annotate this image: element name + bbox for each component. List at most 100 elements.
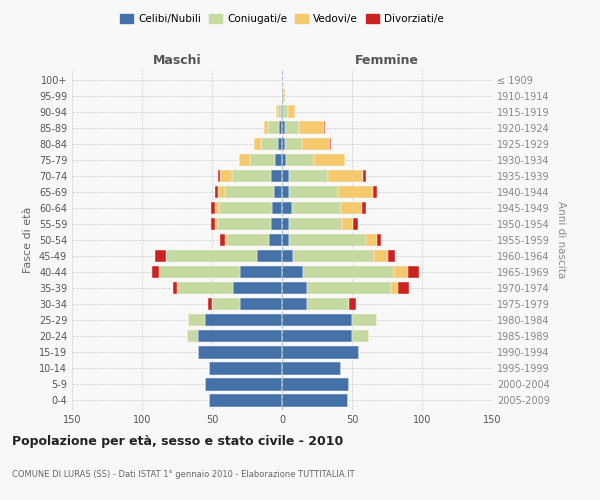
Bar [220, 234, 224, 246]
Bar [274, 186, 282, 198]
Bar [341, 202, 362, 214]
Bar [293, 250, 374, 262]
Bar [155, 250, 166, 262]
Bar [279, 122, 282, 134]
Bar [324, 122, 325, 134]
Bar [240, 298, 282, 310]
Bar [239, 154, 250, 166]
Bar [282, 202, 292, 214]
Bar [286, 154, 314, 166]
Bar [212, 298, 240, 310]
Bar [314, 154, 345, 166]
Bar [391, 282, 398, 294]
Bar [362, 202, 366, 214]
Bar [282, 234, 289, 246]
Bar [285, 122, 299, 134]
Bar [271, 218, 282, 230]
Bar [268, 122, 279, 134]
Bar [282, 362, 341, 374]
Bar [232, 170, 271, 182]
Bar [374, 250, 388, 262]
Bar [218, 218, 271, 230]
Bar [289, 186, 338, 198]
Bar [177, 282, 233, 294]
Bar [373, 186, 377, 198]
Bar [287, 106, 295, 118]
Bar [257, 250, 282, 262]
Bar [159, 266, 240, 278]
Bar [289, 170, 328, 182]
Bar [240, 266, 282, 278]
Bar [219, 202, 272, 214]
Bar [208, 298, 212, 310]
Bar [250, 154, 275, 166]
Bar [205, 314, 282, 326]
Bar [269, 234, 282, 246]
Bar [282, 90, 283, 102]
Bar [307, 298, 349, 310]
Bar [282, 314, 352, 326]
Bar [282, 282, 307, 294]
Y-axis label: Fasce di età: Fasce di età [23, 207, 33, 273]
Bar [282, 138, 285, 150]
Bar [261, 138, 278, 150]
Bar [218, 186, 224, 198]
Bar [366, 234, 377, 246]
Bar [363, 170, 366, 182]
Bar [307, 282, 391, 294]
Bar [302, 138, 329, 150]
Bar [272, 202, 282, 214]
Bar [282, 186, 289, 198]
Legend: Celibi/Nubili, Coniugati/e, Vedovi/e, Divorziati/e: Celibi/Nubili, Coniugati/e, Vedovi/e, Di… [116, 10, 448, 29]
Bar [188, 314, 205, 326]
Y-axis label: Anni di nascita: Anni di nascita [556, 202, 566, 278]
Bar [283, 106, 287, 118]
Bar [282, 106, 283, 118]
Bar [278, 138, 282, 150]
Bar [328, 170, 363, 182]
Bar [282, 154, 286, 166]
Bar [215, 202, 219, 214]
Bar [281, 106, 282, 118]
Bar [329, 138, 331, 150]
Bar [394, 266, 408, 278]
Bar [278, 106, 281, 118]
Bar [224, 234, 227, 246]
Bar [198, 330, 282, 342]
Bar [220, 170, 232, 182]
Bar [282, 394, 348, 406]
Bar [233, 282, 282, 294]
Bar [275, 154, 282, 166]
Bar [209, 394, 282, 406]
Bar [352, 330, 369, 342]
Bar [282, 122, 285, 134]
Bar [299, 122, 324, 134]
Bar [283, 90, 285, 102]
Bar [338, 186, 373, 198]
Bar [215, 186, 218, 198]
Bar [209, 362, 282, 374]
Bar [342, 218, 353, 230]
Bar [303, 266, 394, 278]
Bar [282, 330, 352, 342]
Text: Maschi: Maschi [152, 54, 202, 67]
Bar [353, 218, 358, 230]
Text: Femmine: Femmine [355, 54, 419, 67]
Bar [349, 298, 356, 310]
Bar [173, 282, 177, 294]
Bar [289, 234, 366, 246]
Bar [254, 138, 261, 150]
Bar [215, 218, 218, 230]
Bar [187, 330, 198, 342]
Bar [282, 250, 293, 262]
Bar [227, 234, 269, 246]
Bar [166, 250, 257, 262]
Bar [282, 298, 307, 310]
Bar [377, 234, 382, 246]
Bar [398, 282, 409, 294]
Bar [282, 218, 289, 230]
Bar [292, 202, 341, 214]
Bar [282, 266, 303, 278]
Bar [264, 122, 268, 134]
Bar [198, 346, 282, 358]
